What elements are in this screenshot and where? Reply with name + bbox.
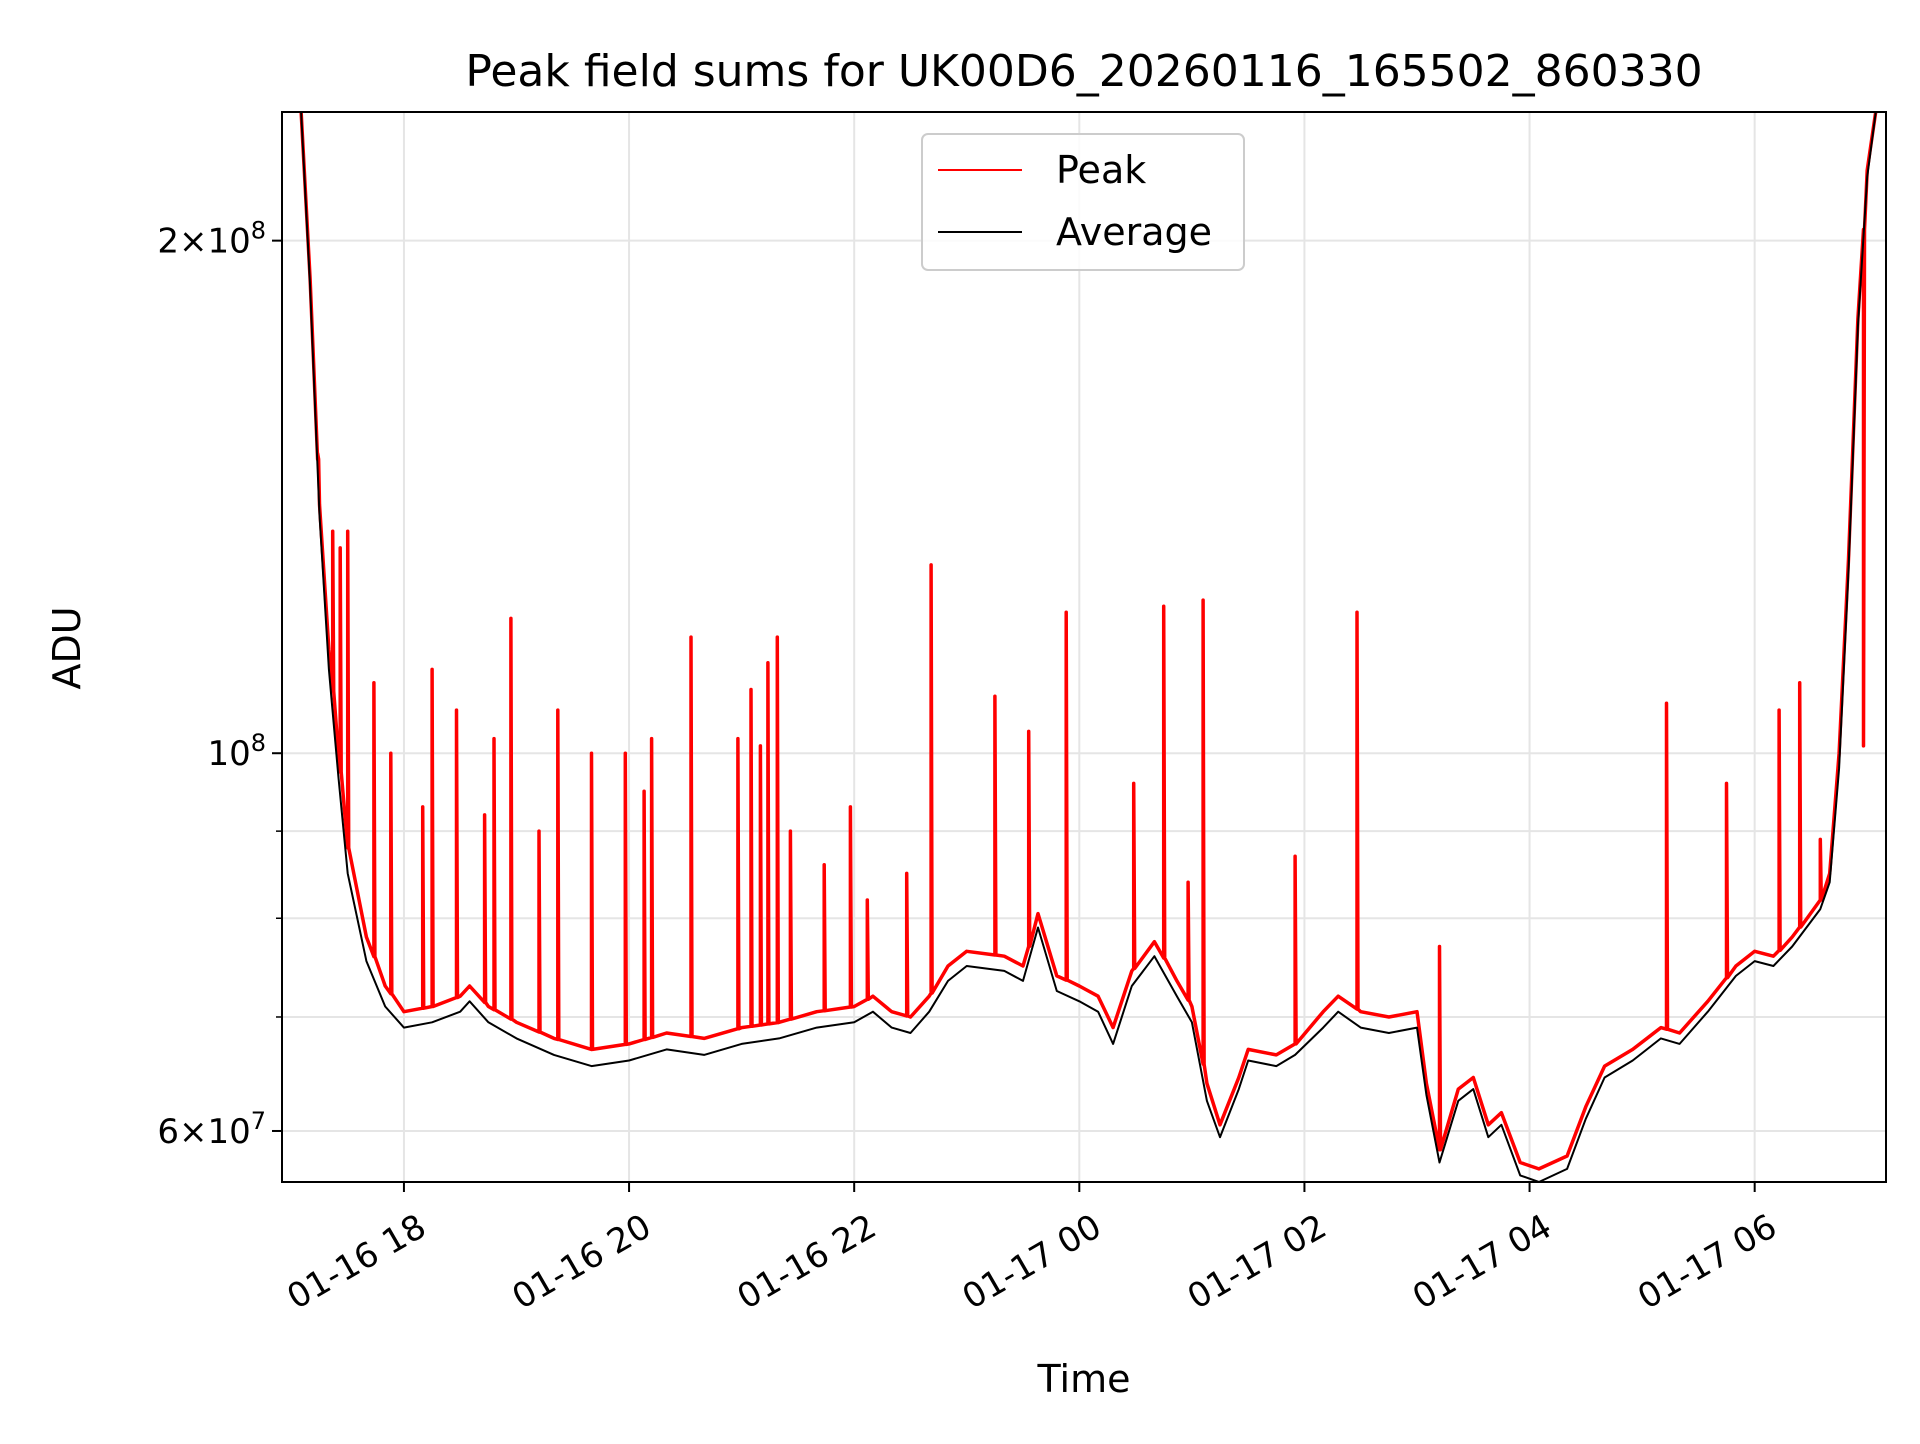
x-tick-label: 01-17 06	[1631, 1207, 1783, 1318]
y-tick-times: ×	[179, 222, 208, 262]
x-tick-label: 01-16 20	[506, 1207, 658, 1318]
x-tick-label: 01-17 04	[1406, 1207, 1558, 1318]
y-tick-base-ten: 10	[207, 734, 250, 774]
x-tick-label: 01-17 00	[956, 1207, 1108, 1318]
y-tick-times: ×	[179, 1112, 208, 1152]
legend: Peak Average	[921, 133, 1245, 271]
series-layer	[299, 112, 1878, 1182]
grid	[282, 112, 1886, 1182]
legend-box	[921, 133, 1245, 271]
y-tick-label: 6×107	[157, 1107, 266, 1152]
y-tick-exponent: 8	[251, 729, 266, 757]
y-axis-label: ADU	[45, 606, 89, 689]
chart-title: Peak field sums for UK00D6_20260116_1655…	[465, 46, 1702, 97]
x-axis-ticks: 01-16 18 01-16 20 01-16 22 01-17 00 01-17 02…	[280, 1182, 1784, 1318]
y-tick-mantissa: 2	[157, 222, 179, 262]
y-tick-label: 108	[207, 729, 266, 774]
y-tick-label: 2×108	[157, 217, 266, 262]
series-line-peak	[299, 112, 1878, 1171]
plot-frame	[281, 111, 1887, 1183]
legend-label-peak: Peak	[1056, 148, 1146, 192]
legend-label-average: Average	[1056, 210, 1212, 254]
y-tick-exponent: 7	[251, 1107, 266, 1135]
y-tick-exponent: 8	[251, 217, 266, 245]
x-axis-label: Time	[1037, 1357, 1131, 1401]
y-tick-base-ten: 10	[207, 222, 250, 262]
x-tick-label: 01-16 18	[280, 1207, 432, 1318]
y-tick-base-ten: 10	[207, 1112, 250, 1152]
y-tick-mantissa: 6	[157, 1112, 179, 1152]
x-tick-label: 01-17 02	[1181, 1207, 1333, 1318]
series-line-average	[300, 112, 1877, 1182]
x-tick-label: 01-16 22	[731, 1207, 883, 1318]
